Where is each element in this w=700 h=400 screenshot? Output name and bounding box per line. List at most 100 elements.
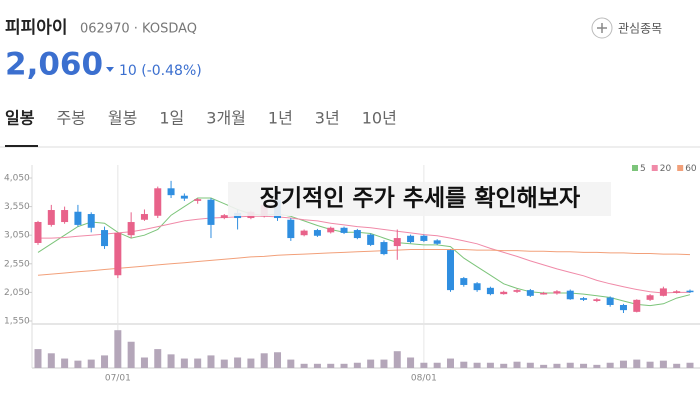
tab[interactable]: 주봉	[56, 109, 85, 128]
volume-bar	[87, 359, 95, 368]
candle-body	[619, 304, 627, 311]
tab[interactable]: 3개월	[206, 109, 246, 128]
candle-body	[380, 242, 388, 255]
candle-body	[646, 295, 654, 300]
volume-bar	[553, 363, 561, 368]
tab[interactable]: 10년	[362, 109, 397, 128]
candle-body	[300, 230, 308, 236]
candle-body	[194, 199, 202, 201]
volume-bar	[580, 363, 588, 368]
volume-bar	[327, 363, 335, 368]
candle-body	[659, 288, 667, 296]
volume-bar	[500, 363, 508, 368]
volume-bar	[101, 355, 109, 368]
volume-bar	[633, 359, 641, 368]
volume-bar	[194, 358, 202, 368]
legend-swatch	[651, 165, 658, 171]
x-tick-label: 08/01	[411, 374, 437, 384]
volume-bar	[154, 349, 162, 368]
ma-line	[38, 215, 690, 294]
stock-code: 062970 · KOSDAQ	[80, 22, 197, 37]
candle-body	[87, 214, 95, 228]
candle-body	[673, 291, 681, 293]
volume-bar	[340, 363, 348, 368]
candle-body	[486, 287, 494, 295]
tab[interactable]: 3년	[315, 109, 340, 128]
watch-button[interactable]: 관심종목	[591, 17, 662, 39]
down-arrow	[106, 67, 114, 72]
candle-body	[207, 199, 215, 225]
y-tick-label: 3,550	[4, 202, 30, 212]
volume-bar	[114, 330, 122, 368]
volume-bar	[420, 362, 428, 368]
volume-bar	[74, 360, 82, 368]
candle-body	[553, 291, 561, 294]
candle-body	[167, 188, 175, 196]
candle-body	[367, 234, 375, 245]
y-tick-label: 3,050	[4, 231, 30, 241]
candle-body	[180, 195, 188, 199]
volume-bar	[207, 355, 215, 368]
y-tick-label: 4,050	[4, 174, 30, 184]
legend-label: 5	[640, 164, 646, 174]
legend-swatch	[677, 165, 684, 171]
candle-body	[500, 291, 508, 295]
plus-icon	[597, 23, 607, 33]
candle-body	[61, 210, 69, 223]
candle-body	[566, 290, 574, 300]
watch-label[interactable]: 관심종목	[618, 22, 662, 36]
y-tick-label: 1,550	[4, 317, 30, 327]
volume-bar	[300, 363, 308, 368]
volume-bar	[460, 361, 468, 368]
x-tick-label: 07/01	[105, 374, 131, 384]
candle-body	[393, 238, 401, 247]
volume-bar	[407, 357, 415, 368]
stock-name: 피피아이	[5, 18, 68, 38]
volume-bar	[167, 354, 175, 368]
y-tick-label: 2,550	[4, 259, 30, 269]
candle-body	[154, 188, 162, 216]
volume-bar	[446, 358, 454, 368]
volume-bar	[47, 353, 55, 368]
volume-bar	[566, 362, 574, 368]
volume-bar	[313, 363, 321, 368]
volume-bar	[593, 364, 601, 368]
overlay-text: 장기적인 주가 추세를 확인해보자	[260, 186, 580, 212]
legend-swatch	[632, 165, 638, 171]
volume-bar	[61, 358, 69, 368]
volume-bar	[180, 358, 188, 368]
volume-bar	[140, 357, 148, 368]
volume-bar	[673, 363, 681, 368]
candle-body	[526, 290, 534, 296]
candle-body	[140, 214, 148, 220]
candle-body	[633, 299, 641, 312]
candle-body	[127, 222, 135, 236]
candle-body	[327, 227, 335, 233]
volume-bar	[353, 362, 361, 368]
price-change: 10 (-0.48%)	[119, 63, 202, 79]
price: 2,060	[5, 47, 103, 83]
volume-bar	[34, 349, 42, 368]
volume-bar	[247, 358, 255, 368]
volume-bar	[646, 361, 654, 368]
volume-bar	[260, 353, 268, 368]
candle-body	[540, 292, 548, 295]
ma-line	[37, 249, 691, 276]
volume-bar	[380, 359, 388, 368]
legend-label: 20	[660, 164, 672, 174]
candle-body	[34, 221, 42, 243]
tab[interactable]: 1년	[268, 109, 293, 128]
volume-bar	[367, 359, 375, 368]
candle-body	[473, 283, 481, 291]
candle-body	[460, 278, 468, 285]
candle-body	[353, 230, 361, 239]
volume-bar	[686, 362, 694, 368]
tab[interactable]: 월봉	[108, 109, 137, 128]
candle-body	[287, 219, 295, 239]
volume-bar	[127, 341, 135, 368]
tab[interactable]: 1일	[159, 109, 184, 128]
ma-line	[37, 197, 691, 307]
candle-body	[593, 299, 601, 301]
tab[interactable]: 일봉	[5, 109, 35, 128]
